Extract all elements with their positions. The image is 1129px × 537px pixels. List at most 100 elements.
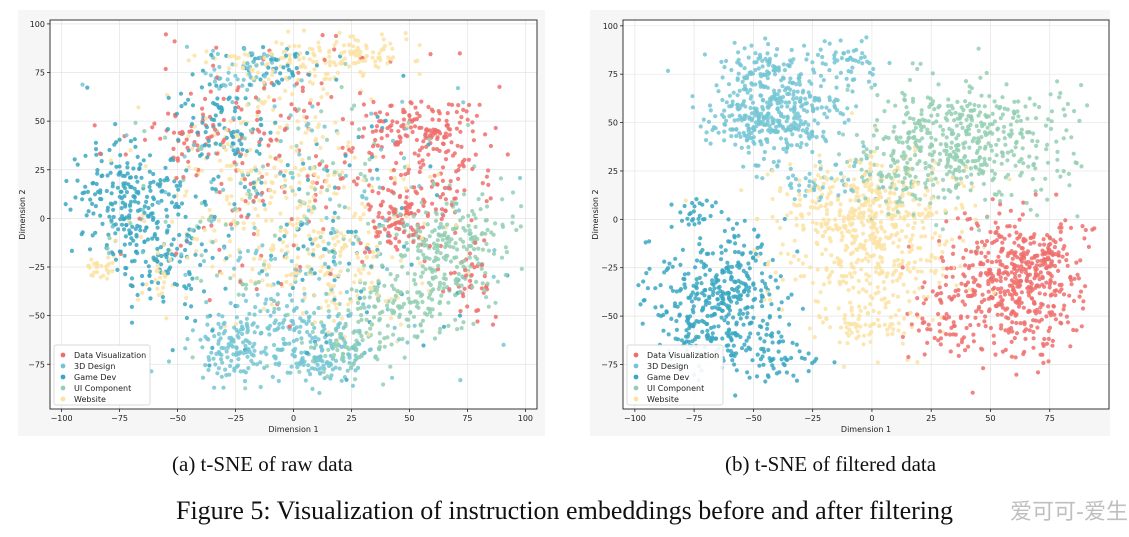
scatter-point (734, 300, 740, 305)
scatter-point (1042, 242, 1047, 247)
scatter-point (895, 278, 900, 283)
scatter-point (692, 222, 697, 227)
scatter-point (788, 162, 793, 167)
scatter-point (818, 47, 823, 52)
scatter-point (361, 102, 366, 107)
scatter-point (797, 192, 802, 197)
scatter-point (367, 157, 372, 162)
scatter-point (362, 174, 367, 179)
scatter-point (1072, 109, 1077, 114)
scatter-point (286, 29, 291, 34)
scatter-point (377, 51, 382, 56)
scatter-point (822, 39, 827, 44)
scatter-point (938, 124, 943, 129)
scatter-point (1027, 96, 1032, 101)
scatter-point (858, 55, 864, 61)
scatter-point (243, 152, 249, 158)
scatter-point (278, 71, 283, 76)
scatter-point (1003, 276, 1008, 281)
scatter-point (265, 61, 270, 66)
scatter-point (358, 215, 363, 220)
scatter-point (722, 228, 727, 234)
scatter-point (465, 304, 470, 309)
scatter-point (820, 320, 826, 325)
scatter-point (229, 144, 234, 149)
scatter-point (928, 259, 933, 264)
scatter-point (228, 276, 233, 281)
scatter-point (749, 43, 754, 48)
scatter-point (377, 185, 382, 190)
scatter-point (216, 312, 221, 317)
scatter-point (405, 271, 410, 276)
scatter-point (955, 99, 960, 104)
scatter-point (455, 86, 461, 91)
scatter-point (902, 316, 907, 321)
scatter-point (707, 267, 713, 273)
scatter-point (869, 85, 874, 90)
scatter-point (770, 196, 775, 202)
scatter-point (947, 169, 952, 174)
scatter-point (122, 253, 127, 258)
scatter-point (200, 106, 205, 111)
scatter-point (910, 192, 915, 197)
scatter-point (163, 165, 168, 170)
scatter-point (879, 226, 884, 231)
scatter-point (207, 298, 212, 303)
scatter-point (856, 194, 861, 199)
scatter-point (258, 384, 263, 390)
scatter-point (714, 273, 719, 278)
scatter-point (786, 295, 791, 300)
scatter-point (944, 219, 949, 224)
scatter-point (930, 71, 935, 76)
scatter-point (128, 208, 133, 213)
scatter-point (339, 60, 344, 65)
scatter-point (926, 322, 931, 327)
scatter-point (1063, 218, 1068, 223)
scatter-point (1071, 327, 1076, 333)
scatter-point (117, 137, 122, 142)
scatter-point (99, 263, 104, 269)
scatter-point (1058, 229, 1063, 234)
scatter-point (1047, 310, 1052, 315)
scatter-point (351, 61, 356, 66)
scatter-point (462, 286, 467, 291)
scatter-point (264, 297, 269, 302)
scatter-point (913, 276, 919, 281)
scatter-point (106, 232, 111, 237)
scatter-point (896, 308, 902, 313)
scatter-point (1029, 296, 1034, 301)
scatter-point (1010, 296, 1015, 301)
scatter-point (351, 44, 356, 49)
scatter-point (428, 174, 433, 179)
scatter-point (324, 291, 329, 296)
scatter-point (399, 151, 404, 156)
scatter-point (327, 63, 332, 68)
scatter-point (749, 111, 754, 116)
scatter-point (267, 201, 273, 206)
scatter-point (765, 85, 771, 90)
scatter-point (731, 315, 736, 320)
scatter-point (300, 157, 305, 162)
scatter-point (980, 292, 985, 297)
scatter-point (479, 263, 484, 268)
scatter-point (846, 333, 851, 338)
scatter-point (829, 176, 834, 181)
scatter-point (419, 186, 424, 191)
scatter-point (352, 155, 357, 160)
scatter-point (500, 197, 505, 202)
scatter-point (162, 280, 167, 285)
scatter-point (385, 112, 390, 117)
scatter-point (804, 101, 810, 106)
scatter-point (986, 281, 991, 287)
scatter-point (1027, 154, 1032, 159)
scatter-point (262, 131, 267, 136)
scatter-point (859, 167, 864, 172)
scatter-point (857, 206, 862, 211)
scatter-point (211, 48, 216, 53)
scatter-point (851, 48, 856, 54)
scatter-point (838, 38, 843, 43)
scatter-point (867, 61, 872, 66)
scatter-point (370, 55, 375, 60)
scatter-point (443, 197, 448, 202)
scatter-point (912, 260, 918, 265)
